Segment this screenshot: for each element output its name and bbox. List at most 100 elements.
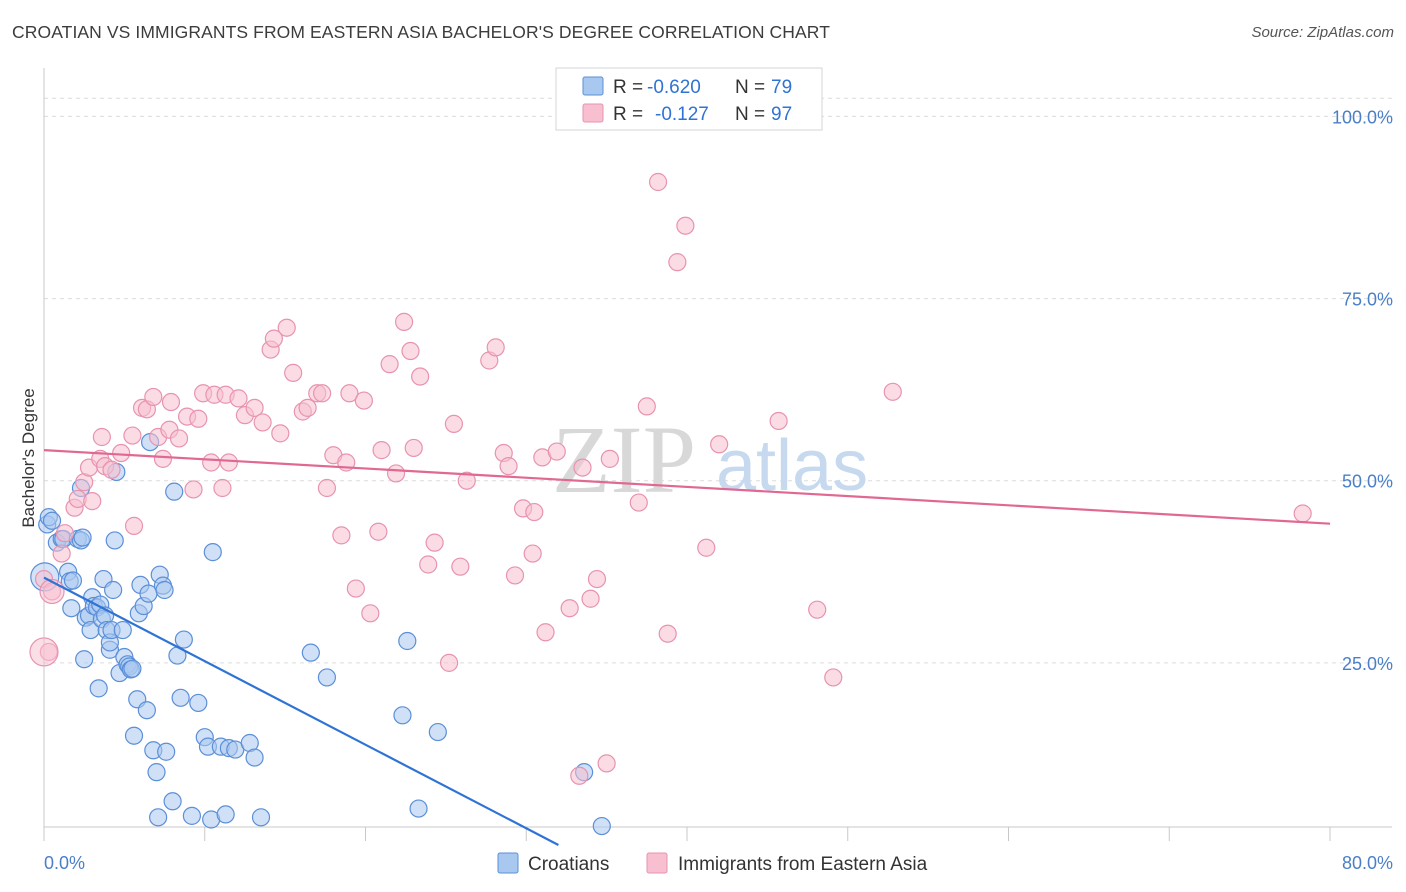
croatian-point: [123, 659, 142, 678]
eastasia-point: [439, 653, 459, 672]
eastasia-point: [668, 253, 687, 272]
tick-labels: 25.0% 50.0% 75.0% 100.0% 0.0% 80.0%: [44, 107, 1393, 873]
croatian-point: [149, 808, 168, 827]
croatian-point: [42, 511, 62, 530]
croatian-point: [163, 792, 182, 811]
croatian-point: [155, 580, 174, 600]
croatian-point: [62, 599, 81, 618]
eastasia-point: [411, 367, 430, 386]
eastasia-point: [676, 216, 695, 235]
source-label: Source: ZipAtlas.com: [1251, 24, 1394, 41]
eastasia-point: [361, 604, 380, 623]
legend-r-label-2: R =: [613, 104, 643, 125]
croatian-point: [409, 799, 428, 818]
croatians-points: [30, 433, 611, 836]
eastasia-point: [394, 312, 414, 331]
bottom-legend-croatians: Croatians: [528, 854, 609, 875]
eastasia-point: [547, 442, 566, 461]
eastasia-point: [39, 578, 65, 605]
croatian-point: [124, 726, 144, 745]
croatian-point: [203, 543, 222, 562]
croatian-point: [216, 805, 235, 824]
eastasia-point: [277, 318, 296, 337]
croatian-point: [592, 816, 611, 836]
y-tick-label: 75.0%: [1342, 290, 1393, 310]
eastasia-point: [658, 624, 677, 643]
eastasia-point: [52, 544, 71, 563]
croatian-point: [157, 742, 176, 761]
eastasia-point: [202, 453, 221, 472]
legend-swatch-croatians: [582, 76, 604, 96]
eastasia-point: [284, 363, 303, 382]
bottom-legend-swatch-croatians: [497, 852, 519, 874]
legend-n-value-2: 97: [771, 104, 792, 125]
eastasia-point: [419, 555, 438, 574]
eastasia-point: [824, 668, 843, 687]
eastasia-point: [451, 557, 470, 576]
y-tick-label: 50.0%: [1342, 472, 1393, 492]
croatian-point: [105, 531, 124, 550]
legend-r-value-2: -0.127: [655, 104, 709, 125]
bottom-legend-eastasia: Immigrants from Eastern Asia: [678, 854, 928, 875]
croatian-point: [75, 650, 94, 669]
axes: [43, 68, 1392, 841]
eastasia-point: [213, 478, 232, 498]
eastasia-point: [354, 391, 373, 410]
eastasia-point: [298, 398, 317, 417]
legend-swatch-eastasia: [582, 103, 604, 123]
eastasia-point: [404, 438, 423, 458]
chart-title: CROATIAN VS IMMIGRANTS FROM EASTERN ASIA…: [12, 22, 831, 42]
eastasia-point: [560, 599, 579, 618]
eastasia-point: [380, 355, 399, 374]
croatian-point: [165, 482, 184, 501]
croatian-point: [89, 679, 108, 698]
eastasia-point: [92, 427, 111, 447]
croatian-point: [104, 580, 123, 600]
legend-n-label-1: N =: [735, 77, 765, 98]
eastasia-point: [169, 429, 189, 448]
eastasia-point: [312, 384, 332, 403]
eastasia-point: [271, 424, 290, 443]
eastasia-point: [123, 426, 142, 445]
eastasia-point: [457, 471, 476, 490]
y-tick-label: 25.0%: [1342, 654, 1393, 674]
eastasia-point: [883, 382, 902, 401]
eastasia-point: [597, 754, 616, 773]
eastasia-point: [161, 392, 181, 412]
legend-n-label-2: N =: [735, 104, 765, 125]
eastasia-point: [600, 449, 619, 468]
croatian-point: [393, 706, 412, 725]
eastasia-point: [587, 569, 607, 589]
croatian-point: [147, 763, 166, 782]
eastasia-point: [386, 464, 406, 483]
eastasia-point: [581, 589, 600, 608]
croatian-point: [113, 620, 132, 640]
eastasia-trend-line: [43, 449, 1331, 525]
croatian-point: [182, 806, 201, 825]
eastasia-point: [189, 409, 208, 428]
eastasia-point: [144, 387, 163, 407]
eastasia-point: [444, 414, 464, 433]
bottom-legend: Croatians Immigrants from Eastern Asia: [497, 852, 928, 875]
eastasia-point: [808, 600, 827, 619]
trend-lines: [43, 449, 1331, 846]
eastasia-point: [573, 458, 592, 477]
eastasia-point: [369, 522, 388, 541]
legend-box: R = -0.620 N = 79 R = -0.127 N = 97: [555, 67, 823, 131]
eastasia-point: [697, 538, 716, 557]
legend-r-label-1: R =: [613, 77, 643, 98]
eastasia-point: [486, 338, 505, 357]
eastasia-point: [346, 579, 365, 598]
croatian-point: [63, 571, 83, 590]
croatian-point: [73, 528, 92, 547]
eastasia-point: [499, 457, 518, 476]
eastasia-point: [112, 443, 131, 463]
eastasia-point: [425, 533, 444, 552]
eastasia-point: [1293, 504, 1312, 523]
eastasia-point: [264, 329, 283, 348]
eastasia-point: [245, 398, 264, 417]
croatian-point: [137, 701, 156, 720]
y-axis-label: Bachelor's Degree: [19, 388, 38, 527]
x-tick-label: 0.0%: [44, 853, 85, 873]
